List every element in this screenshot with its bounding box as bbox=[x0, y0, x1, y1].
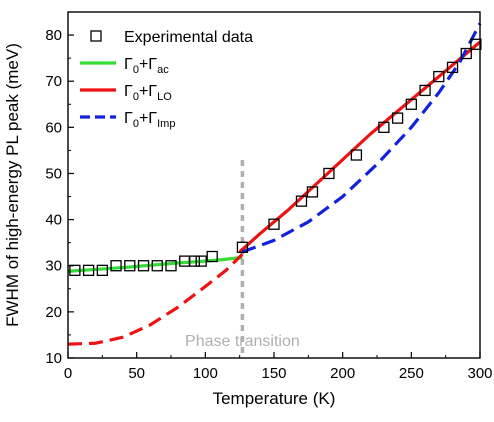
y-tick-label: 40 bbox=[45, 212, 62, 229]
data-point bbox=[206, 250, 218, 263]
data-point bbox=[295, 195, 308, 207]
data-point bbox=[323, 167, 335, 180]
data-point bbox=[405, 98, 417, 110]
data-point bbox=[69, 264, 81, 276]
series-line-2 bbox=[67, 253, 244, 346]
y-tick-label: 70 bbox=[45, 73, 62, 90]
series-line-0 bbox=[67, 255, 243, 273]
data-points bbox=[69, 38, 482, 276]
data-point bbox=[268, 218, 280, 230]
y-axis-label: FWHM of high-energy PL peak (meV) bbox=[3, 43, 22, 327]
x-tick-label: 200 bbox=[330, 365, 355, 382]
legend-marker-experimental bbox=[90, 30, 102, 42]
x-tick-label: 100 bbox=[193, 365, 218, 382]
data-point bbox=[470, 38, 482, 50]
data-point bbox=[151, 260, 163, 272]
x-tick-label: 150 bbox=[261, 365, 286, 382]
x-tick-label: 250 bbox=[399, 365, 424, 382]
y-tick-label: 10 bbox=[45, 350, 62, 367]
data-point bbox=[82, 264, 95, 276]
y-tick-label: 60 bbox=[45, 119, 62, 136]
data-point bbox=[446, 61, 459, 74]
y-tick-label: 20 bbox=[45, 304, 62, 321]
data-point bbox=[433, 70, 445, 83]
data-point bbox=[306, 186, 319, 198]
data-point bbox=[391, 112, 404, 124]
data-point bbox=[137, 260, 150, 272]
data-point bbox=[165, 260, 177, 272]
data-point bbox=[350, 149, 363, 161]
data-point bbox=[110, 260, 122, 272]
data-point bbox=[378, 121, 390, 133]
legend-label-0: Γ0+Γac bbox=[124, 56, 169, 76]
axis-ticks: 0 50 100 150 200 250 300 10 20 30 40 50 60 70 80 bbox=[45, 27, 492, 382]
legend-label-3: Γ0+ΓImp bbox=[124, 110, 175, 130]
legend-label-experimental: Experimental data bbox=[124, 29, 253, 46]
y-tick-label: 50 bbox=[45, 165, 62, 182]
data-point bbox=[460, 47, 472, 60]
legend: Experimental data Γ0+Γac Γ0+ΓLO Γ0+ΓImp bbox=[80, 29, 253, 130]
y-tick-label: 30 bbox=[45, 258, 62, 275]
x-tick-label: 0 bbox=[64, 365, 72, 382]
data-point bbox=[195, 255, 207, 267]
x-tick-label: 300 bbox=[467, 365, 492, 382]
legend-label-1: Γ0+ΓLO bbox=[124, 83, 172, 103]
series-line-1 bbox=[238, 40, 482, 254]
data-point bbox=[124, 260, 136, 272]
data-point bbox=[419, 84, 431, 97]
data-point bbox=[96, 264, 108, 276]
phase-transition-label: Phase transition bbox=[185, 333, 300, 350]
x-axis-label: Temperature (K) bbox=[213, 389, 336, 408]
data-point bbox=[236, 241, 249, 253]
x-tick-label: 50 bbox=[128, 365, 145, 382]
y-tick-label: 80 bbox=[45, 27, 62, 44]
data-point bbox=[188, 255, 200, 267]
